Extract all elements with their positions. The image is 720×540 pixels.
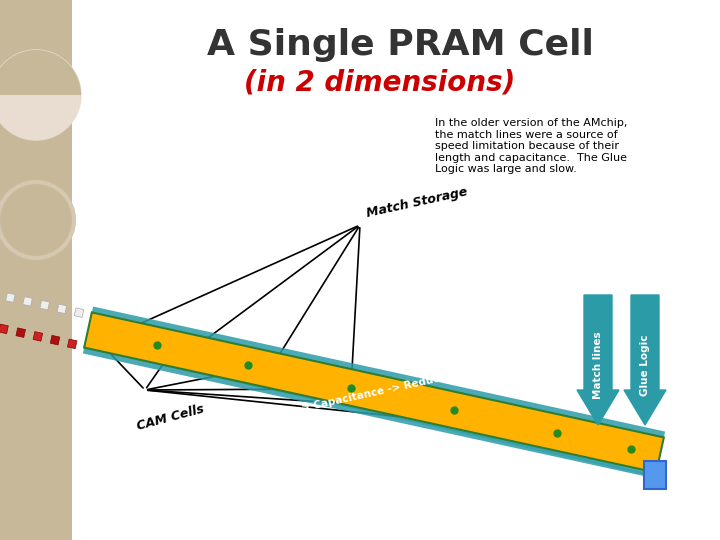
Text: (in 2 dimensions): (in 2 dimensions) xyxy=(244,68,516,96)
Text: A Single PRAM Cell: A Single PRAM Cell xyxy=(207,28,593,62)
Polygon shape xyxy=(83,307,665,478)
Bar xyxy=(23,296,32,306)
Wedge shape xyxy=(0,50,81,95)
Bar xyxy=(33,332,42,341)
FancyBboxPatch shape xyxy=(644,461,666,489)
Text: Length -> Capacitance -> Reduced Speed: Length -> Capacitance -> Reduced Speed xyxy=(253,361,495,423)
Text: CAM Cells: CAM Cells xyxy=(135,402,205,433)
Circle shape xyxy=(0,50,81,140)
Bar xyxy=(6,293,15,302)
Bar xyxy=(57,304,67,314)
Polygon shape xyxy=(84,313,664,472)
Bar xyxy=(16,328,25,338)
FancyArrow shape xyxy=(577,295,619,425)
Circle shape xyxy=(11,195,61,245)
Bar xyxy=(0,0,72,540)
Bar xyxy=(40,300,50,310)
Bar xyxy=(0,324,9,334)
Text: Match lines: Match lines xyxy=(593,331,603,399)
Bar xyxy=(50,335,60,345)
Text: Glue Logic: Glue Logic xyxy=(640,334,650,396)
FancyArrow shape xyxy=(624,295,666,425)
Text: In the older version of the AMchip,
the match lines were a source of
speed limit: In the older version of the AMchip, the … xyxy=(435,118,627,174)
Bar xyxy=(74,308,84,318)
Bar xyxy=(68,339,77,349)
Text: Match Storage: Match Storage xyxy=(365,185,469,220)
